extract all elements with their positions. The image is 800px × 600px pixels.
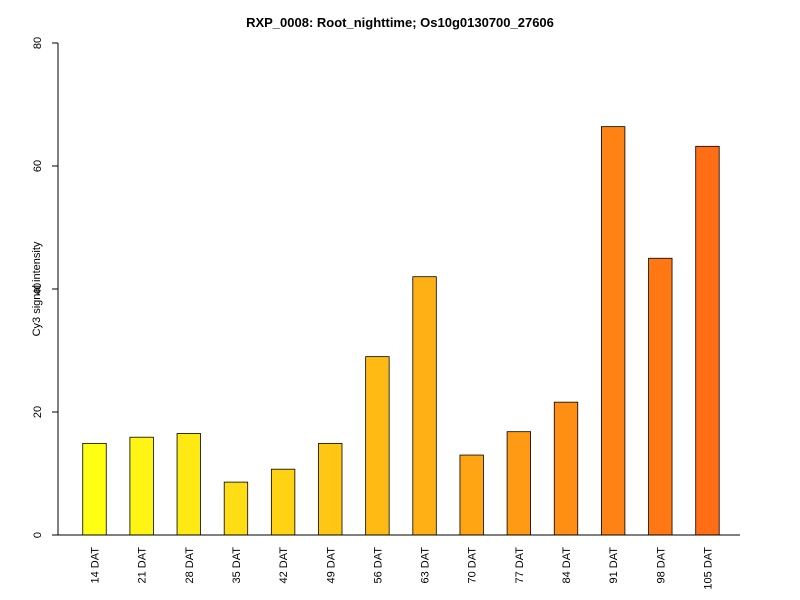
chart-title: RXP_0008: Root_nighttime; Os10g0130700_2…: [246, 15, 554, 30]
bar: [648, 257, 673, 536]
bar: [553, 401, 579, 536]
y-tick-label: 20: [32, 406, 44, 418]
x-tick-label: 84 DAT: [561, 547, 573, 584]
y-axis: 0 20 40 60 80: [32, 37, 59, 538]
y-tick-label: 60: [32, 160, 44, 172]
bar: [695, 145, 720, 536]
x-tick-label: 70 DAT: [467, 547, 479, 584]
x-tick-label: 98 DAT: [655, 547, 667, 584]
x-tick-label: 91 DAT: [608, 547, 620, 584]
x-tick-label: 77 DAT: [514, 547, 526, 584]
y-tick-label: 40: [32, 283, 44, 295]
bar: [601, 126, 626, 536]
bar: [318, 442, 343, 536]
x-tick-label: 49 DAT: [325, 547, 337, 584]
bar: [82, 442, 107, 536]
x-tick-label: 105 DAT: [702, 547, 714, 590]
x-tick-label: 35 DAT: [231, 547, 243, 584]
x-tick-label: 42 DAT: [278, 547, 290, 584]
bars-group: [82, 126, 720, 536]
y-tick-label: 0: [32, 532, 44, 538]
x-tick-label: 21 DAT: [137, 547, 149, 584]
bar: [459, 454, 484, 536]
x-tick-label: 14 DAT: [90, 547, 102, 584]
x-tick-label: 56 DAT: [372, 547, 384, 584]
bar: [270, 468, 296, 536]
x-tick-label: 63 DAT: [420, 547, 432, 584]
bar: [506, 431, 532, 536]
bar: [365, 356, 390, 536]
bar: [129, 436, 154, 536]
x-axis: 14 DAT 21 DAT 28 DAT 35 DAT 42 DAT 49 DAT 56 D…: [58, 534, 740, 590]
bar: [412, 276, 437, 536]
x-tick-label: 28 DAT: [184, 547, 196, 584]
y-tick-label: 80: [32, 37, 44, 49]
bar: [223, 481, 249, 536]
bar: [176, 433, 201, 536]
y-axis-label: Cy3 signal intensity: [31, 241, 43, 336]
